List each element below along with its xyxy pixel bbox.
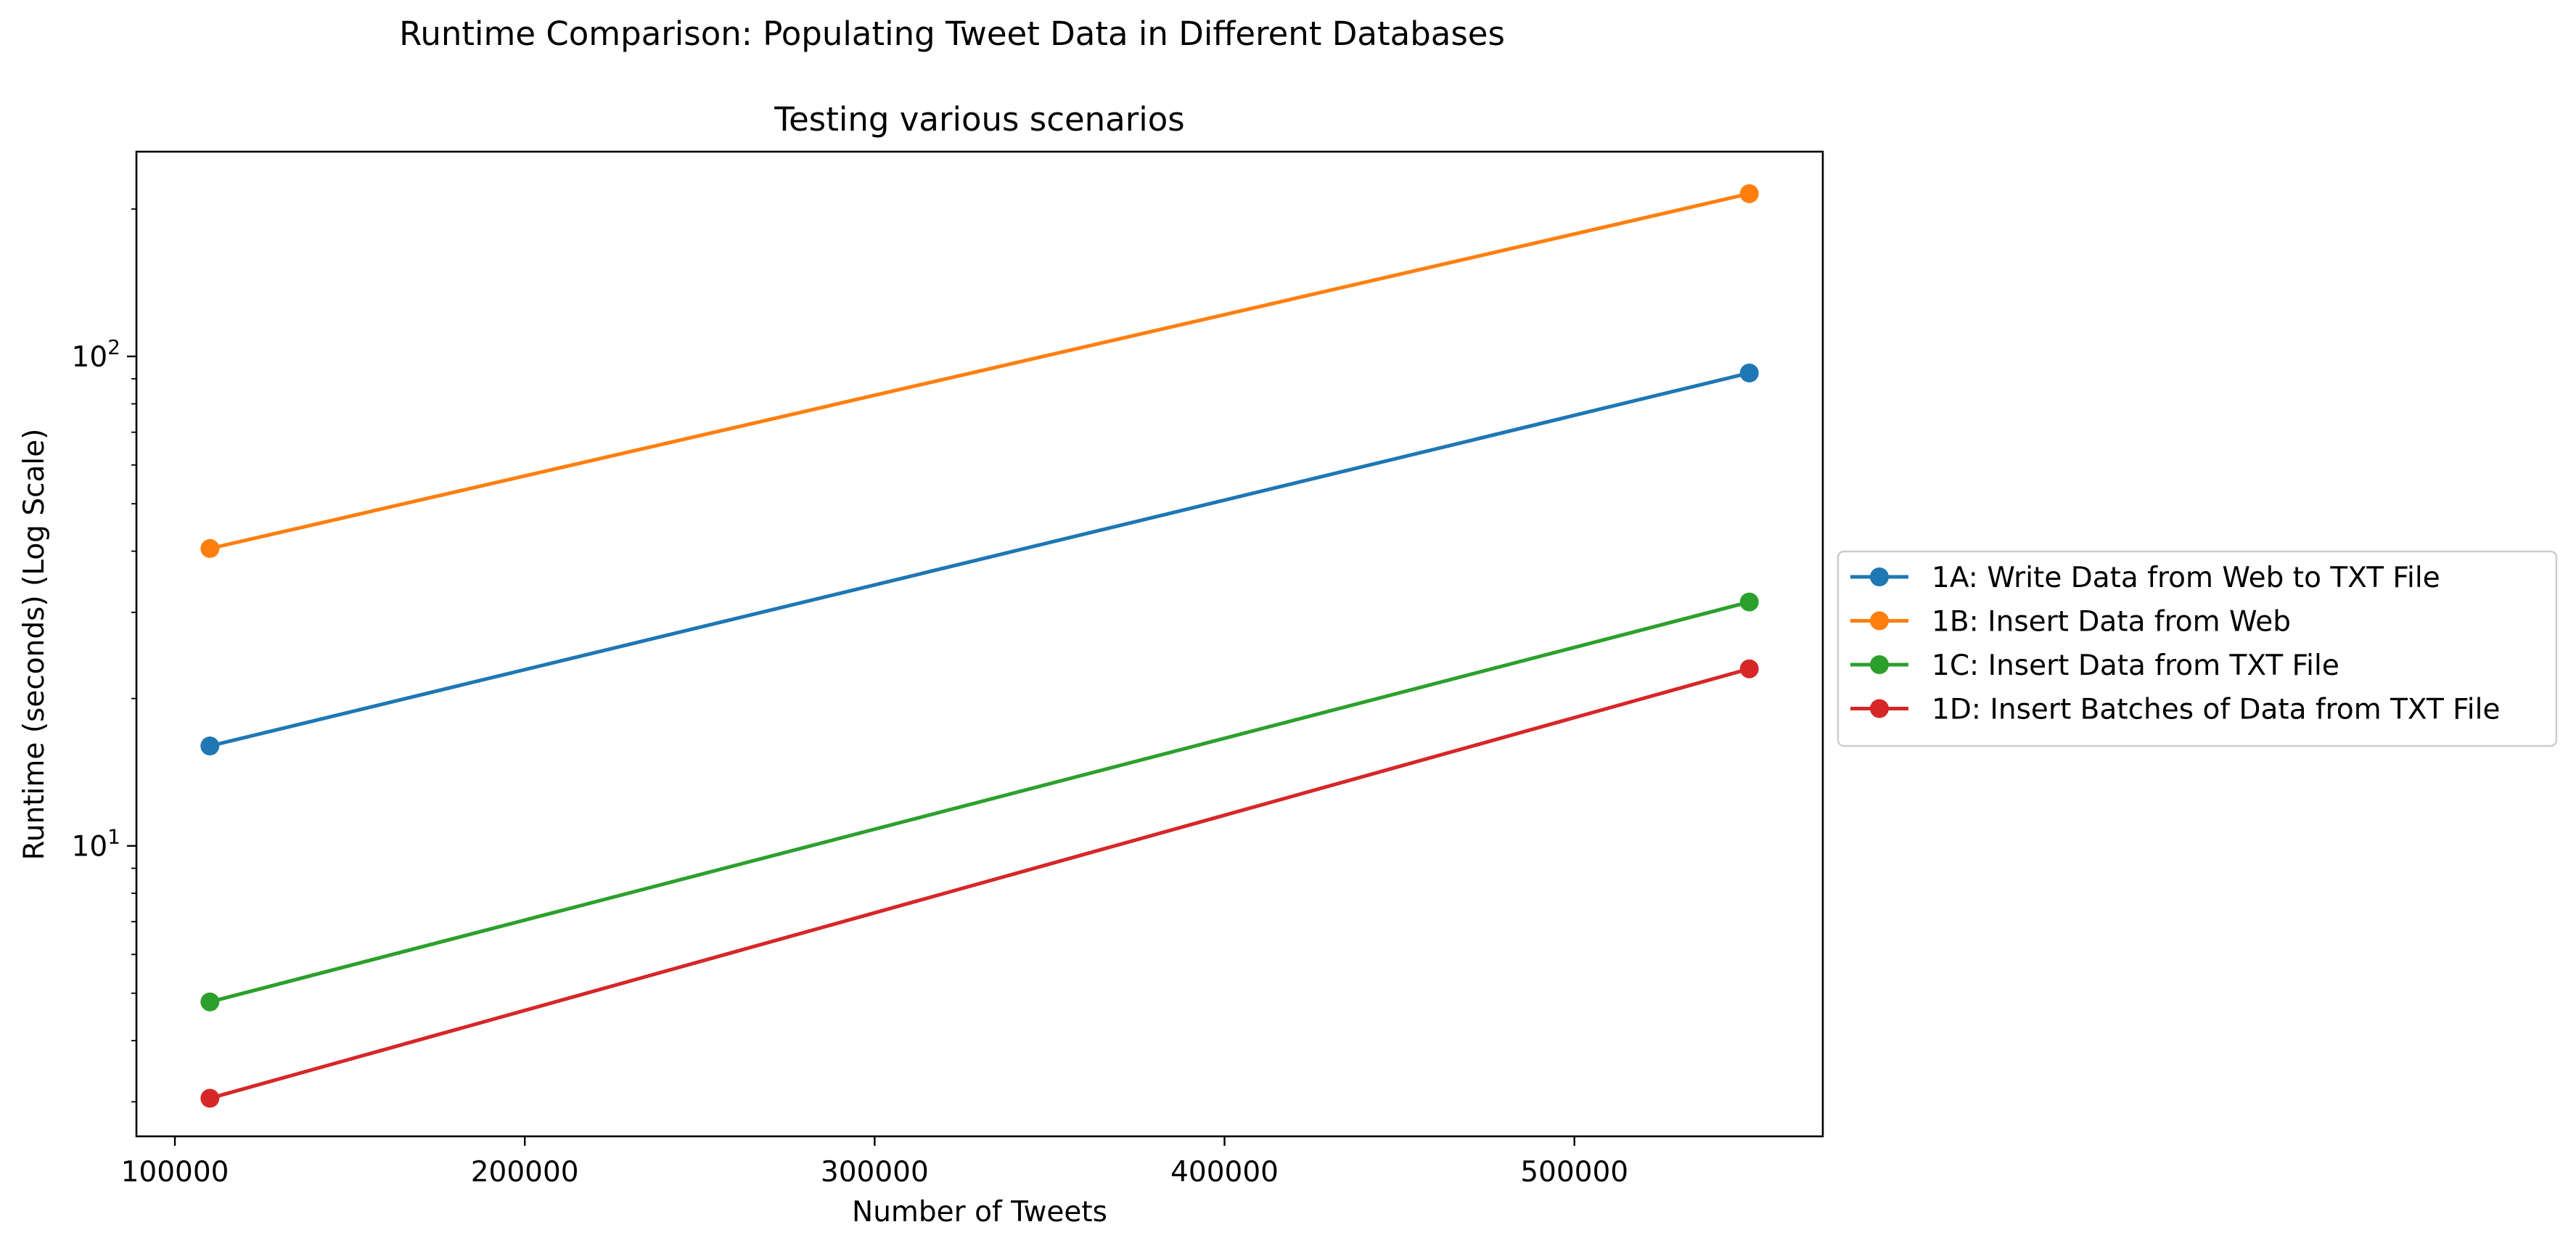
x-tick-label: 100000 — [121, 1156, 229, 1189]
y-axis: 101 102 — [72, 208, 136, 1103]
data-point — [1739, 184, 1759, 203]
legend-item: 1D: Insert Batches of Data from TXT File — [1850, 694, 2500, 726]
series-1 — [200, 364, 1759, 755]
y-axis-label: Runtime (seconds) (Log Scale) — [18, 429, 51, 861]
data-point — [200, 1088, 220, 1108]
legend-item: 1A: Write Data from Web to TXT File — [1850, 562, 2440, 594]
series-line — [208, 370, 1752, 749]
legend-marker — [1870, 699, 1889, 718]
y-tick-label: 101 — [72, 825, 120, 864]
series-line — [208, 599, 1752, 1004]
series-line — [208, 666, 1752, 1101]
legend: 1A: Write Data from Web to TXT File 1B: I… — [1837, 550, 2558, 747]
legend-item: 1B: Insert Data from Web — [1850, 606, 2291, 639]
x-tick-label: 300000 — [821, 1156, 929, 1189]
data-point — [200, 538, 220, 558]
y-tick-label: 102 — [72, 335, 120, 374]
data-point — [1739, 364, 1759, 382]
series-2 — [200, 184, 1759, 558]
legend-item: 1C: Insert Data from TXT File — [1850, 649, 2339, 682]
chart-title: Testing various scenarios — [774, 100, 1184, 139]
x-tick-label: 400000 — [1170, 1156, 1279, 1189]
legend-label: 1C: Insert Data from TXT File — [1932, 649, 2339, 682]
x-tick-label: 500000 — [1520, 1156, 1628, 1189]
data-point — [1739, 592, 1759, 612]
legend-label: 1D: Insert Batches of Data from TXT File — [1932, 694, 2500, 726]
x-axis-label: Number of Tweets — [852, 1196, 1107, 1229]
chart-suptitle: Runtime Comparison: Populating Tweet Dat… — [399, 15, 1505, 53]
legend-label: 1A: Write Data from Web to TXT File — [1932, 562, 2440, 594]
x-tick-label: 200000 — [471, 1156, 579, 1189]
data-point — [200, 737, 220, 755]
legend-box — [1837, 550, 2558, 747]
axes-frame — [135, 150, 1824, 1138]
x-axis: 100000 200000 300000 400000 500000 — [121, 1136, 1628, 1189]
legend-marker — [1870, 611, 1889, 631]
plot-area — [200, 184, 1759, 1108]
legend-marker — [1870, 655, 1889, 674]
legend-label: 1B: Insert Data from Web — [1932, 606, 2291, 639]
data-point — [200, 992, 220, 1012]
data-point — [1739, 659, 1759, 678]
series-line — [208, 191, 1752, 551]
series-3 — [200, 592, 1759, 1012]
series-4 — [200, 659, 1759, 1108]
legend-marker — [1870, 567, 1889, 586]
